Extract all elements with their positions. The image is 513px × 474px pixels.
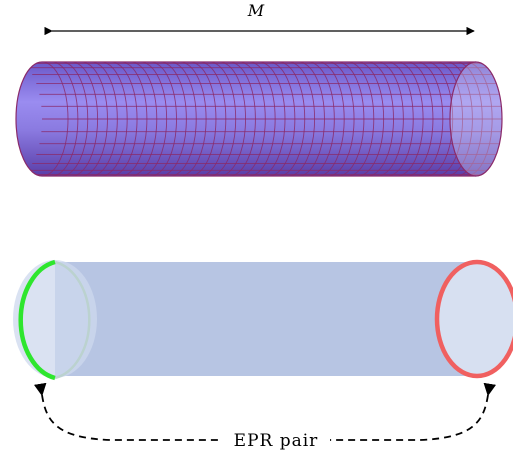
- entanglement-band: [13, 259, 513, 381]
- tube-mesh: [21, 62, 502, 176]
- length-label: M: [247, 1, 265, 20]
- tube-opening: [450, 62, 502, 176]
- right-mouth: [434, 259, 513, 379]
- left-mouth: [18, 259, 56, 381]
- wormhole-tube: [15, 61, 503, 177]
- epr-connector: [33, 382, 497, 441]
- epr-pair-label: EPR pair: [234, 431, 319, 451]
